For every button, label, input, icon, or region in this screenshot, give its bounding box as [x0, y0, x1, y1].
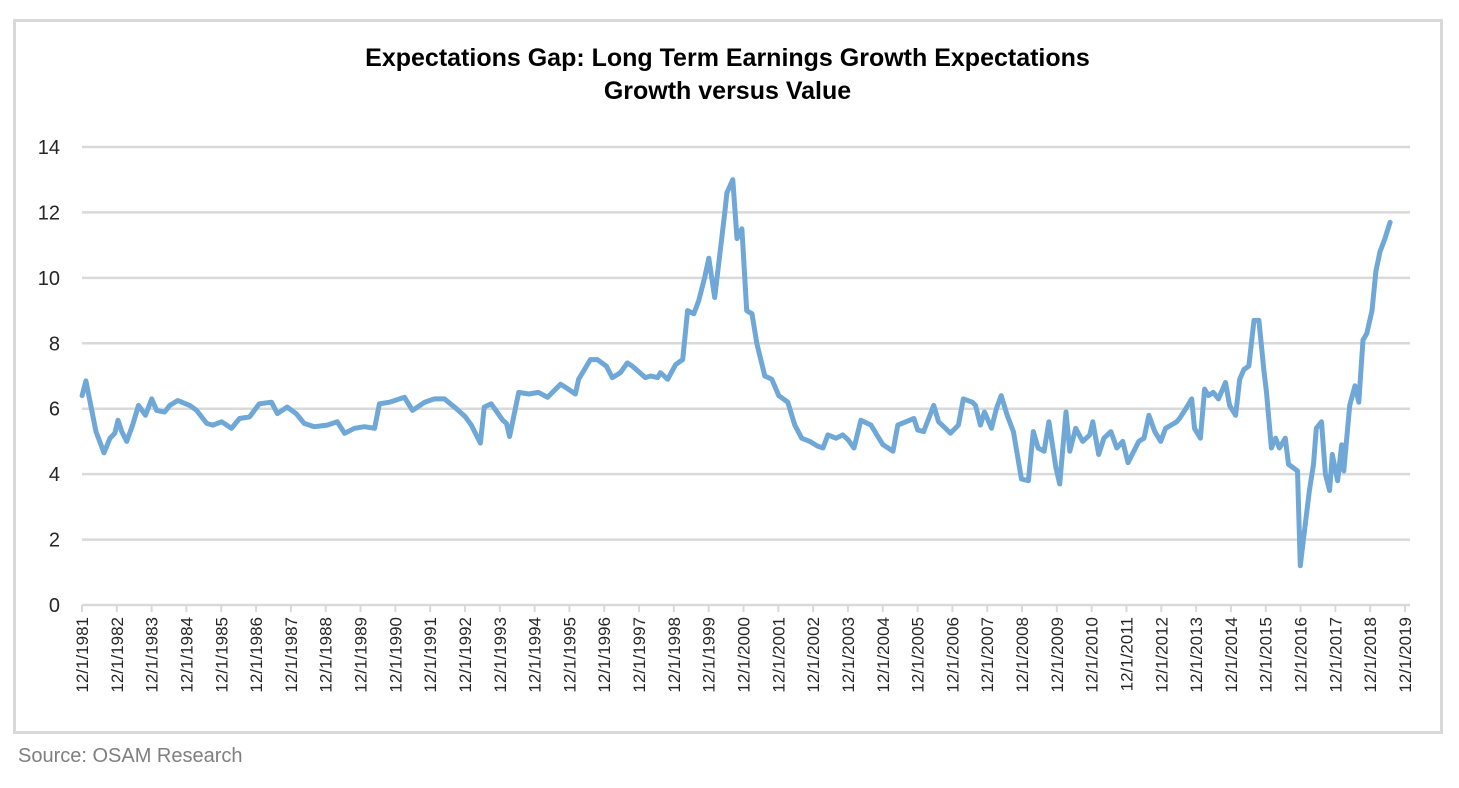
y-tick-label: 8	[49, 333, 60, 355]
x-tick-label: 12/1/2009	[1048, 617, 1067, 693]
y-tick-label: 6	[49, 399, 60, 421]
chart-subtitle: Growth versus Value	[603, 77, 852, 105]
x-tick-label: 12/1/1996	[595, 617, 614, 693]
x-tick-label: 12/1/1999	[700, 617, 719, 693]
x-tick-label: 12/1/2008	[1013, 617, 1032, 693]
y-axis: 0 2 4 6 8 10 12 14	[38, 137, 60, 617]
x-tick-label: 12/1/2013	[1187, 617, 1206, 693]
x-tick-label: 12/1/1982	[108, 617, 127, 693]
x-tick-label: 12/1/2011	[1117, 617, 1136, 691]
x-tick-label: 12/1/1984	[177, 617, 196, 693]
x-tick-label: 12/1/2006	[943, 617, 962, 693]
x-tick-label: 12/1/1987	[282, 617, 301, 693]
x-tick-label: 12/1/2016	[1292, 617, 1311, 693]
x-tick-label: 12/1/2007	[978, 617, 997, 693]
x-tick-label: 12/1/2005	[909, 617, 928, 693]
x-tick-label: 12/1/2010	[1083, 617, 1102, 693]
chart-frame	[13, 19, 1443, 734]
gridlines	[82, 145, 1410, 607]
x-tick-label: 12/1/2000	[735, 617, 754, 693]
x-tick-label: 12/1/1997	[630, 617, 649, 693]
x-tick-label: 12/1/1988	[317, 617, 336, 693]
x-tick-label: 12/1/1990	[386, 617, 405, 693]
x-tick-label: 12/1/2003	[839, 617, 858, 693]
x-tick-label: 12/1/2002	[804, 617, 823, 693]
x-tick-label: 12/1/2015	[1257, 617, 1276, 693]
y-tick-label: 0	[49, 595, 60, 617]
y-tick-label: 14	[38, 137, 60, 159]
x-tick-label: 12/1/2001	[769, 617, 788, 693]
x-tick-label: 12/1/2018	[1361, 617, 1380, 693]
x-tick-label: 12/1/1986	[247, 617, 266, 693]
x-tick-label: 12/1/1985	[212, 617, 231, 693]
source-note: Source: OSAM Research	[18, 745, 243, 767]
y-tick-label: 12	[38, 202, 60, 224]
y-tick-label: 2	[49, 530, 60, 552]
x-tick-label: 12/1/1995	[560, 617, 579, 693]
x-tick-label: 12/1/1992	[456, 617, 475, 693]
x-tick-label: 12/1/2019	[1396, 617, 1415, 693]
x-tick-label: 12/1/1991	[421, 617, 440, 693]
x-tick-label: 12/1/1993	[491, 617, 510, 693]
series-line	[79, 177, 1393, 569]
y-tick-label: 4	[49, 464, 60, 486]
chart-title: Expectations Gap: Long Term Earnings Gro…	[365, 44, 1090, 72]
y-tick-label: 10	[38, 268, 60, 290]
chart-title-block: Expectations Gap: Long Term Earnings Gro…	[0, 42, 1455, 108]
x-tick-label: 12/1/1981	[73, 617, 92, 693]
plot-area	[79, 177, 1393, 569]
x-tick-label: 12/1/1983	[143, 617, 162, 693]
x-tick-label: 12/1/1994	[526, 617, 545, 693]
x-tick-label: 12/1/2017	[1326, 617, 1345, 693]
x-tick-label: 12/1/2014	[1222, 617, 1241, 693]
x-tick-label: 12/1/1989	[352, 617, 371, 693]
x-tick-label: 12/1/2004	[874, 617, 893, 693]
x-axis: 12/1/1981 12/1/1982 12/1/1983 12/1/1984 12/1…	[73, 605, 1415, 693]
x-tick-label: 12/1/2012	[1152, 617, 1171, 693]
x-tick-label: 12/1/1998	[665, 617, 684, 693]
